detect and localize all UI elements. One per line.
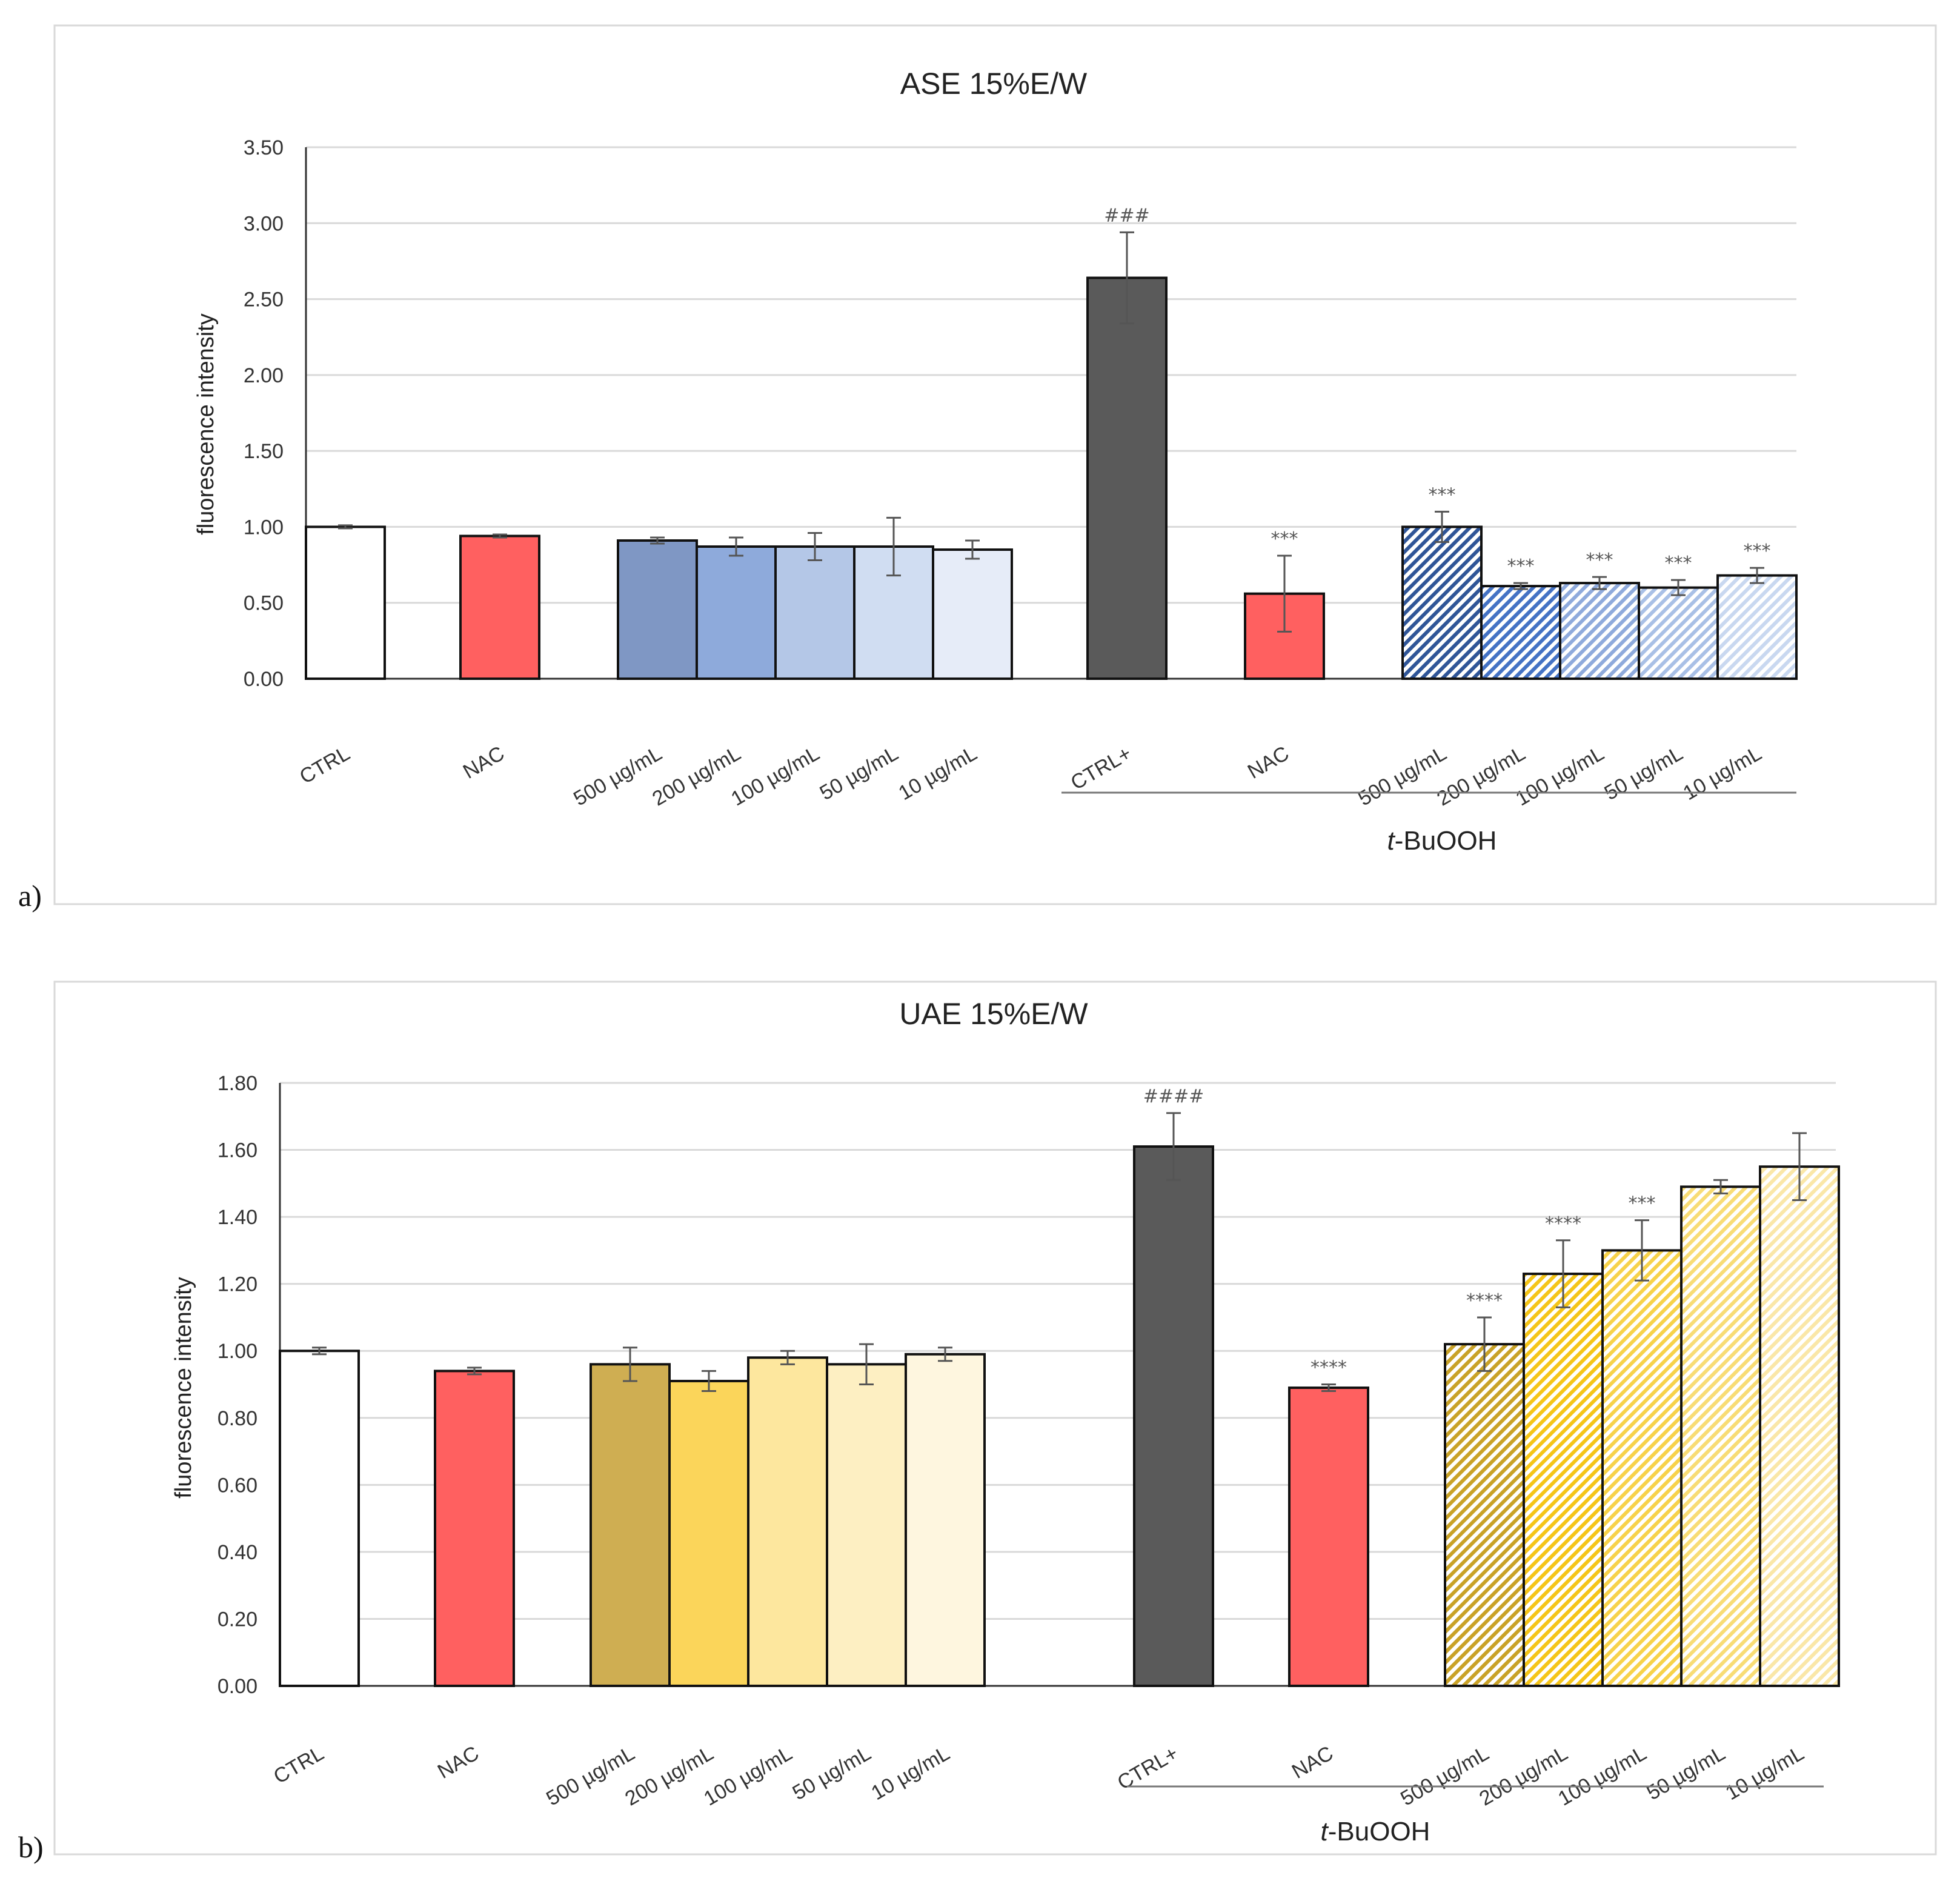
- panel-a-significance-label: ***: [1586, 550, 1613, 571]
- panel-a-bar: [774, 545, 855, 681]
- panel-a-significance-label: ###: [1104, 205, 1149, 226]
- panel-b-y-tick-label: 0.80: [218, 1407, 257, 1430]
- panel-a-group-label: t-BuOOH: [1387, 826, 1497, 856]
- panel-b-y-axis-label: fluorescence intensity: [171, 1277, 196, 1498]
- panel-b-y-tick-label: 0.20: [218, 1608, 257, 1631]
- panel-a-y-tick-label: 2.50: [244, 288, 284, 311]
- panel-a-title: ASE 15%E/W: [900, 67, 1088, 101]
- panel-b-y-tick-label: 0.00: [218, 1675, 257, 1698]
- panel-a-y-axis-label: fluorescence intensity: [193, 313, 219, 534]
- panel-a-bar: [459, 534, 540, 680]
- panel-a-bar: [1480, 585, 1561, 680]
- panel-a-significance-label: ***: [1507, 556, 1535, 577]
- panel-b-group-label: t-BuOOH: [1321, 1817, 1430, 1846]
- panel-b-significance-label: ****: [1545, 1213, 1581, 1234]
- panel-b-bar: [1601, 1249, 1683, 1687]
- panel-a-bar: [1559, 582, 1640, 681]
- panel-b-significance-label: ####: [1143, 1086, 1204, 1107]
- panel-b-y-tick-label: 1.00: [218, 1340, 257, 1363]
- panel-a-significance-label: ***: [1665, 553, 1692, 574]
- panel-a-significance-label: ***: [1429, 484, 1456, 505]
- panel-a-bar: [1638, 586, 1719, 681]
- panel-b-bar: [826, 1363, 907, 1687]
- panel-b-y-tick-label: 1.60: [218, 1139, 257, 1162]
- panel-a-frame: [53, 24, 1937, 905]
- panel-a-y-tick-label: 2.00: [244, 364, 284, 387]
- panel-b-bar: [1288, 1387, 1369, 1688]
- panel-b-bar: [590, 1363, 671, 1687]
- panel-a-y-tick-label: 0.50: [244, 592, 284, 615]
- panel-a-bar: [305, 525, 386, 681]
- panel-a-group-label-prefix: t: [1387, 826, 1396, 856]
- panel-b-y-tick-label: 1.80: [218, 1072, 257, 1095]
- panel-a-significance-label: ***: [1271, 528, 1298, 550]
- panel-a-bar: [617, 539, 698, 680]
- panel-b-bar: [747, 1356, 828, 1688]
- panel-b-y-tick-label: 1.40: [218, 1206, 257, 1229]
- panel-b-significance-label: ***: [1629, 1193, 1656, 1214]
- panel-b-group-label-suffix: -BuOOH: [1328, 1817, 1430, 1846]
- panel-b-group-label-prefix: t: [1321, 1817, 1329, 1846]
- panel-a-bar: [932, 548, 1013, 680]
- panel-b-significance-label: ****: [1311, 1357, 1347, 1379]
- panel-b-bar: [1133, 1145, 1214, 1688]
- panel-b-y-tick-label: 1.20: [218, 1273, 257, 1296]
- panel-b-bar: [668, 1379, 749, 1687]
- panel-a-bar: [1086, 276, 1168, 680]
- panel-b-bar: [1680, 1185, 1761, 1687]
- panel-b-bar: [1523, 1273, 1604, 1687]
- panel-a-group-label-suffix: -BuOOH: [1395, 826, 1497, 856]
- panel-a-y-tick-label: 3.50: [244, 136, 284, 159]
- panel-b-title: UAE 15%E/W: [899, 997, 1088, 1031]
- panel-a-bar: [1716, 574, 1798, 681]
- panel-b-plot: 0.00 0.20 0.40 0.60 0.80 1.00 1.20 1.40 1.60 1.80…: [218, 1072, 1840, 1811]
- panel-b-bar: [1444, 1343, 1525, 1688]
- panel-a-label: a): [18, 879, 42, 913]
- panel-b-bar: [279, 1350, 360, 1687]
- panel-a-y-tick-label: 3.00: [244, 212, 284, 235]
- panel-a-bar: [696, 545, 777, 681]
- panel-b-significance-label: ****: [1466, 1290, 1503, 1311]
- panel-a-y-tick-label: 1.50: [244, 440, 284, 463]
- panel-b-bar: [905, 1353, 986, 1687]
- panel-b-bar: [434, 1370, 515, 1687]
- panel-a-y-tick-label: 1.00: [244, 516, 284, 539]
- panel-a-y-tick-label: 0.00: [244, 668, 284, 691]
- panel-b-bar: [1759, 1165, 1840, 1687]
- panel-b-label: b): [18, 1830, 44, 1864]
- panel-a-significance-label: ***: [1744, 541, 1771, 562]
- panel-b-y-tick-label: 0.40: [218, 1541, 257, 1564]
- panel-a-bar: [1401, 525, 1483, 681]
- panel-b-y-tick-label: 0.60: [218, 1474, 257, 1497]
